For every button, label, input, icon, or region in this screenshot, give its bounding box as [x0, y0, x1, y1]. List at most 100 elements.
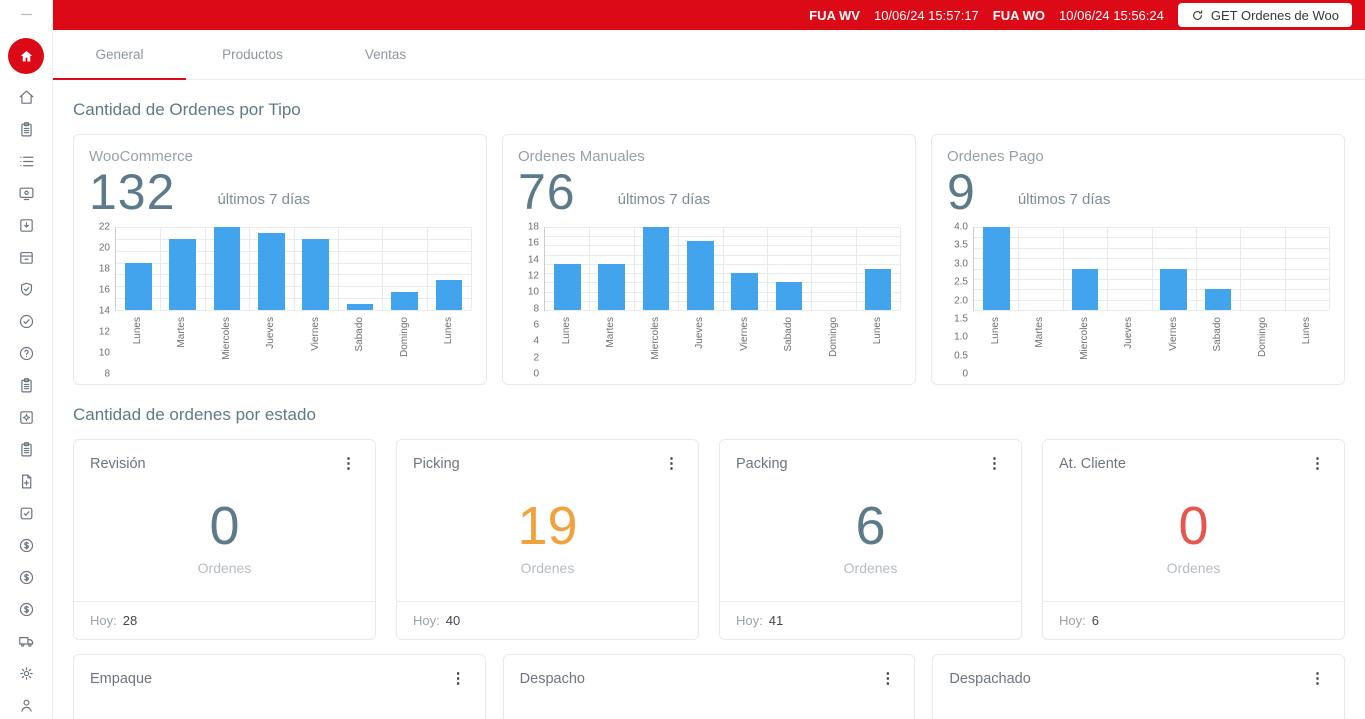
status-orders-count: 19 — [517, 499, 577, 553]
v-gridline — [294, 227, 295, 310]
sidebar-item-clipboard-2[interactable] — [17, 377, 35, 394]
chart-y-axis: 4.03.53.02.52.01.51.00.50 — [947, 227, 973, 374]
sidebar-item-money-2[interactable] — [17, 569, 35, 586]
status-card-footer: Hoy:6 — [1043, 601, 1344, 639]
tab-productos[interactable]: Productos — [186, 30, 319, 79]
status-cards-row: Revisión ⋮ 0 Ordenes Hoy:28 Picking ⋮ — [73, 439, 1345, 640]
sidebar-item-home-active[interactable] — [8, 38, 44, 74]
get-woo-orders-button[interactable]: GET Ordenes de Woo — [1178, 3, 1352, 27]
help-circle-icon — [18, 345, 35, 362]
status-card-footer: Hoy:41 — [720, 601, 1021, 639]
y-tick-label: 14 — [528, 254, 539, 265]
package-gear-icon — [18, 409, 35, 426]
orders-total: 132 — [89, 167, 175, 217]
status-card-title: Packing — [736, 456, 788, 472]
v-gridline — [160, 227, 161, 310]
kebab-menu-icon[interactable]: ⋮ — [875, 669, 900, 688]
sidebar-item-inbox-download[interactable] — [17, 217, 35, 234]
y-tick-label: 1.5 — [954, 313, 968, 324]
status-orders-unit: Ordenes — [198, 560, 252, 576]
sidebar-item-file-add[interactable] — [17, 473, 35, 490]
sidebar-item-money-1[interactable] — [17, 537, 35, 554]
today-label: Hoy: — [413, 613, 440, 628]
status-orders-count: 0 — [209, 499, 239, 553]
sidebar-item-archive-box[interactable] — [17, 249, 35, 266]
dashboard-content: Cantidad de Ordenes por Tipo WooCommerce… — [53, 80, 1365, 719]
x-tick-label: Lunes — [973, 317, 1018, 369]
sidebar-item-list[interactable] — [17, 153, 35, 170]
dollar-circle-icon — [18, 601, 35, 618]
v-gridline — [589, 227, 590, 310]
sidebar-item-clipboard-orders[interactable] — [17, 121, 35, 138]
sidebar-item-help-circle[interactable] — [17, 345, 35, 362]
y-tick-label: 14 — [99, 306, 110, 317]
v-gridline — [1152, 227, 1153, 310]
kebab-menu-icon[interactable]: ⋮ — [1305, 669, 1330, 688]
bar-miercoles-2 — [1072, 269, 1099, 311]
y-tick-label: 3.5 — [954, 240, 968, 251]
kebab-menu-icon[interactable]: ⋮ — [1305, 454, 1330, 473]
status-card-body: 19 Ordenes — [397, 473, 698, 601]
sidebar-item-settings[interactable] — [17, 665, 35, 682]
sidebar-item-user[interactable] — [17, 697, 35, 714]
fua-wo-timestamp: 10/06/24 15:56:24 — [1059, 8, 1164, 23]
v-gridline — [1018, 227, 1019, 310]
gear-icon — [18, 665, 35, 682]
bar-martes-1 — [169, 239, 196, 310]
bar-lunes-7 — [436, 280, 463, 310]
sidebar-item-check-circle[interactable] — [17, 313, 35, 330]
home-icon — [19, 49, 34, 64]
tab-general[interactable]: General — [53, 30, 186, 80]
sidebar-item-package-settings[interactable] — [17, 409, 35, 426]
tab-ventas[interactable]: Ventas — [319, 30, 452, 79]
status-card-revision: Revisión ⋮ 0 Ordenes Hoy:28 — [73, 439, 376, 640]
kebab-menu-icon[interactable]: ⋮ — [659, 454, 684, 473]
y-tick-label: 4 — [533, 336, 539, 347]
status-card-title: Despacho — [520, 671, 585, 687]
sidebar-item-home[interactable] — [17, 89, 35, 106]
status-card-packing: Packing ⋮ 6 Ordenes Hoy:41 — [719, 439, 1022, 640]
x-tick-label: Martes — [589, 317, 634, 369]
sidebar-item-clipboard-3[interactable] — [17, 441, 35, 458]
bar-chart-woocommerce: 222018161412108 LunesMartesMiercolesJuev… — [89, 227, 471, 374]
chart-card-title: Ordenes Pago — [947, 148, 1329, 165]
chart-y-axis: 222018161412108 — [89, 227, 115, 374]
chart-card-title: WooCommerce — [89, 148, 471, 165]
home-icon — [18, 89, 35, 106]
sidebar-item-money-3[interactable] — [17, 601, 35, 618]
today-value: 40 — [446, 613, 460, 628]
status-card-title: At. Cliente — [1059, 456, 1126, 472]
status-card-body: 6 Ordenes — [720, 473, 1021, 601]
kebab-menu-icon[interactable]: ⋮ — [982, 454, 1007, 473]
h-gridline — [974, 310, 1329, 311]
sidebar-item-task-checkbox[interactable] — [17, 505, 35, 522]
sidebar-item-shield-check[interactable] — [17, 281, 35, 298]
fua-wv-timestamp: 10/06/24 15:57:17 — [874, 8, 979, 23]
check-circle-icon — [18, 313, 35, 330]
dash-icon — [18, 6, 35, 23]
y-tick-label: 0 — [962, 369, 968, 380]
chart-plot — [544, 227, 900, 311]
status-card-title: Revisión — [90, 456, 146, 472]
shield-check-icon — [18, 281, 35, 298]
kebab-menu-icon[interactable]: ⋮ — [446, 669, 471, 688]
chart-x-axis: LunesMartesMiercolesJuevesViernesSabadoD… — [544, 311, 900, 369]
user-icon — [18, 697, 35, 714]
chart-card-woocommerce: WooCommerce 132 últimos 7 días 222018161… — [73, 134, 487, 385]
x-tick-label: Miercoles — [633, 317, 678, 369]
today-value: 6 — [1092, 613, 1099, 628]
status-card-despachado: Despachado ⋮ — [932, 654, 1345, 719]
x-tick-label: Lunes — [115, 317, 160, 369]
sidebar-item-monitor[interactable] — [17, 185, 35, 202]
v-gridline — [900, 227, 901, 310]
x-tick-label: Domingo — [1240, 317, 1285, 369]
sidebar-collapse-handle[interactable] — [17, 6, 35, 23]
bar-sabado-5 — [347, 304, 374, 310]
v-gridline — [767, 227, 768, 310]
sidebar-item-shipping-truck[interactable] — [17, 633, 35, 650]
bar-viernes-4 — [1160, 269, 1187, 311]
app-root: FUA WV 10/06/24 15:57:17 FUA WO 10/06/24… — [0, 0, 1365, 719]
v-gridline — [1196, 227, 1197, 310]
y-tick-label: 22 — [99, 222, 110, 233]
kebab-menu-icon[interactable]: ⋮ — [336, 454, 361, 473]
